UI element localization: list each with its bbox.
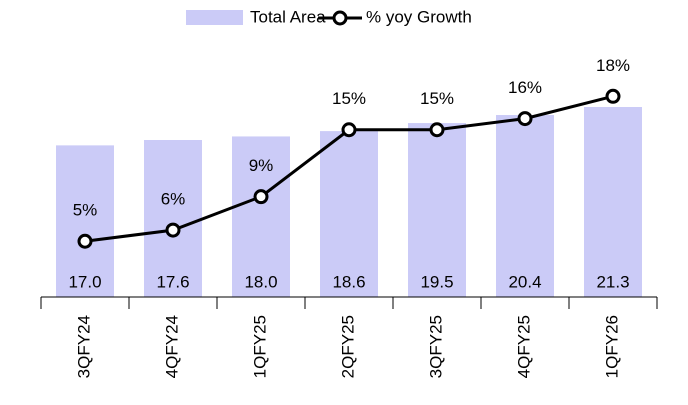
growth-value-label: 15% bbox=[332, 89, 366, 108]
growth-marker bbox=[253, 189, 269, 205]
growth-marker bbox=[341, 122, 357, 138]
growth-value-label: 6% bbox=[161, 190, 186, 209]
growth-value-label: 9% bbox=[249, 156, 274, 175]
growth-marker bbox=[77, 233, 93, 249]
x-tick-label: 3QFY24 bbox=[74, 315, 93, 378]
x-tick-label: 1QFY25 bbox=[250, 315, 269, 378]
x-tick-label: 2QFY25 bbox=[338, 315, 357, 378]
legend-swatch bbox=[186, 10, 243, 25]
bar-value-label: 20.4 bbox=[508, 272, 541, 291]
bar-value-label: 17.0 bbox=[68, 272, 101, 291]
growth-value-label: 18% bbox=[596, 56, 630, 75]
bar-value-label: 19.5 bbox=[420, 272, 453, 291]
legend-marker bbox=[332, 10, 348, 26]
x-tick-label: 4QFY25 bbox=[514, 315, 533, 378]
growth-value-label: 16% bbox=[508, 78, 542, 97]
growth-value-label: 5% bbox=[73, 201, 98, 220]
x-tick-label: 4QFY24 bbox=[162, 315, 181, 378]
x-tick-label: 1QFY26 bbox=[602, 315, 621, 378]
growth-marker bbox=[517, 111, 533, 127]
bar-value-label: 21.3 bbox=[596, 272, 629, 291]
bar bbox=[584, 107, 642, 297]
x-tick-label: 3QFY25 bbox=[426, 315, 445, 378]
growth-value-label: 15% bbox=[420, 89, 454, 108]
growth-marker bbox=[605, 88, 621, 104]
bar-value-label: 17.6 bbox=[156, 272, 189, 291]
growth-marker bbox=[165, 222, 181, 238]
legend-label: % yoy Growth bbox=[366, 7, 472, 26]
bar bbox=[232, 136, 290, 297]
bar bbox=[56, 145, 114, 297]
bar-value-label: 18.6 bbox=[332, 272, 365, 291]
bar bbox=[144, 140, 202, 297]
bar bbox=[320, 131, 378, 297]
bar bbox=[496, 115, 554, 297]
bar-value-label: 18.0 bbox=[244, 272, 277, 291]
growth-marker bbox=[429, 122, 445, 138]
bar bbox=[408, 123, 466, 297]
legend-label: Total Area bbox=[250, 7, 326, 26]
